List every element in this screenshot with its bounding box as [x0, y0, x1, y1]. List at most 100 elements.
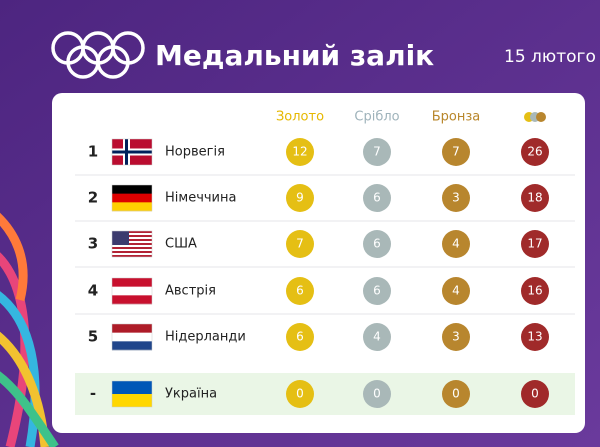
medal-count: 0 [373, 387, 381, 401]
medal-badge [363, 323, 391, 351]
medal-count: 12 [292, 145, 307, 159]
country: Україна [165, 387, 217, 402]
rank: - [90, 385, 96, 403]
medal-count: 9 [296, 191, 304, 205]
country: Норвегія [165, 145, 225, 160]
flag-icon [111, 323, 153, 351]
medal-count: 0 [452, 387, 460, 401]
flag-border [111, 277, 153, 305]
medal-badge [521, 230, 549, 258]
medal-badge [442, 230, 470, 258]
medal-badge [521, 184, 549, 212]
medal-badge [286, 230, 314, 258]
medal-count: 7 [452, 145, 460, 159]
medal-badge [363, 277, 391, 305]
medal-count: 3 [452, 330, 460, 344]
date: 15 лютого [504, 47, 596, 67]
flag [112, 381, 152, 394]
rank: 3 [88, 235, 98, 253]
total-icon [536, 112, 546, 122]
medal-count: 3 [452, 191, 460, 205]
flag [112, 255, 152, 257]
medal-count: 4 [452, 237, 460, 251]
medal-badge [286, 323, 314, 351]
title: Медальний залік [155, 39, 434, 72]
flag-border [111, 230, 153, 258]
medal-count: 6 [373, 237, 381, 251]
medal-badge [363, 380, 391, 408]
medal-count: 0 [296, 387, 304, 401]
column-header: Срібло [354, 110, 399, 125]
medal-badge [442, 138, 470, 166]
flag [112, 150, 152, 154]
medal-count: 17 [527, 237, 542, 251]
medal-badge [286, 138, 314, 166]
column-header: Бронза [432, 110, 481, 125]
flag-border [111, 138, 153, 166]
flag-icon [111, 184, 153, 212]
medal-badge [363, 138, 391, 166]
flag [112, 295, 152, 305]
medal-count: 16 [527, 284, 542, 298]
flag-icon [111, 277, 153, 305]
ribbons [0, 212, 59, 447]
medal-count: 4 [373, 330, 381, 344]
flag [112, 247, 152, 249]
medal-badge [286, 380, 314, 408]
flag [112, 332, 152, 342]
flag [112, 324, 152, 333]
column-header: Золото [276, 110, 324, 125]
flag [112, 394, 152, 407]
flag [112, 235, 152, 237]
flag [112, 251, 152, 253]
flag-border [111, 323, 153, 351]
medal-badge [363, 230, 391, 258]
flag [112, 278, 152, 287]
flag-icon [111, 230, 153, 258]
medal-count: 26 [527, 145, 542, 159]
country: Нідерланди [165, 330, 246, 345]
olympic-rings [51, 31, 145, 79]
medal-badge [521, 138, 549, 166]
rank: 4 [88, 282, 98, 300]
medal-count: 7 [373, 145, 381, 159]
medal-badge [286, 277, 314, 305]
flag [112, 231, 129, 245]
flag [112, 202, 152, 212]
medal-count: 0 [531, 387, 539, 401]
medal-badge [521, 277, 549, 305]
medal-count: 7 [296, 237, 304, 251]
country: Німеччина [165, 191, 236, 206]
rank: 1 [88, 143, 98, 161]
medal-count: 6 [296, 330, 304, 344]
flag [112, 341, 152, 351]
flag [112, 243, 152, 245]
flag-icon [111, 380, 153, 408]
highlight-row [75, 373, 575, 415]
medal-count: 6 [373, 191, 381, 205]
flag [112, 193, 152, 203]
country: Австрія [165, 284, 216, 299]
medal-badge [521, 323, 549, 351]
medal-count: 6 [296, 284, 304, 298]
flag-border [111, 184, 153, 212]
medal-badge [442, 323, 470, 351]
medal-badge [286, 184, 314, 212]
flag [112, 239, 152, 241]
flag [112, 185, 152, 194]
rank: 5 [88, 328, 98, 346]
table-body: 1 Норвегія 12 7 7 26 2 Німеччина 9 6 3 18 3 США 7 6 4 17 4… [75, 138, 575, 415]
medal-badge [363, 184, 391, 212]
medal-count: 13 [527, 330, 542, 344]
flag-icon [111, 138, 153, 166]
country: США [165, 237, 197, 252]
flag [112, 286, 152, 296]
medal-badge [521, 380, 549, 408]
medal-count: 18 [527, 191, 542, 205]
medal-badge [442, 380, 470, 408]
medal-badge [442, 277, 470, 305]
rank: 2 [88, 189, 98, 207]
flag [112, 231, 152, 233]
